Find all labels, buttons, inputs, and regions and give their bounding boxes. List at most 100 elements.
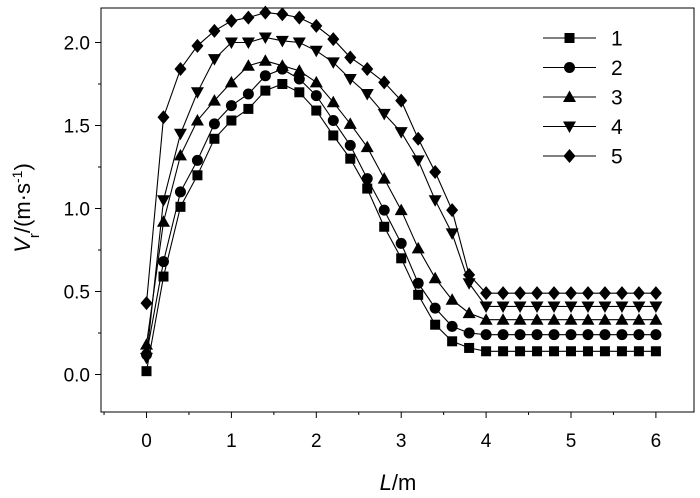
series-2-point: [599, 329, 611, 341]
legend-item-5: 5: [543, 146, 623, 169]
series-4-point: [140, 352, 153, 365]
series-5-point: [208, 23, 221, 38]
series-3-point: [190, 114, 204, 126]
series-1-point: [481, 346, 492, 357]
series-1-point: [141, 366, 152, 377]
legend-item-4: 4: [543, 116, 623, 139]
series-3-point: [292, 64, 306, 76]
series-4-point: [615, 301, 629, 313]
series-1-point: [582, 346, 593, 357]
series-4-point: [258, 32, 272, 45]
series-3-point: [207, 94, 221, 106]
y-tick-label: 0.5: [64, 283, 90, 304]
series-4-point: [309, 45, 323, 58]
series-4-point: [190, 87, 204, 99]
series-3-point: [258, 54, 272, 66]
series-layer: [140, 5, 663, 377]
series-4-point: [581, 301, 595, 313]
series-2-point: [548, 329, 560, 341]
series-1-line: [145, 83, 656, 372]
series-5-point: [548, 286, 561, 301]
series-1-point: [599, 346, 610, 357]
series-2-point: [633, 329, 645, 341]
series-1-point: [650, 346, 661, 357]
series-5-point: [581, 286, 594, 301]
series-4-point: [173, 128, 187, 141]
series-2-point: [429, 302, 441, 314]
series-3-point: [394, 203, 408, 216]
legend-label: 1: [611, 28, 623, 51]
series-4-point: [156, 195, 170, 207]
series-3-point: [615, 313, 629, 325]
y-axis-title: Vr/(m·s-1): [9, 163, 43, 253]
series-1-point: [464, 342, 475, 353]
series-5-point: [615, 286, 628, 301]
series-1-point: [226, 115, 237, 126]
series-2-point: [565, 329, 577, 341]
series-3-point: [224, 75, 238, 88]
series-3-point: [530, 313, 544, 325]
legend-marker: [563, 90, 576, 102]
series-5-point: [649, 286, 662, 301]
series-4-point: [547, 301, 561, 313]
series-4-point: [445, 228, 459, 240]
series-4-point: [649, 301, 663, 313]
y-axis-unit-pre: /(m·s: [10, 183, 35, 233]
x-axis: 0 1 2 3 4 5 6: [103, 412, 661, 452]
series-2-point: [327, 115, 339, 127]
series-5-point: [378, 75, 391, 90]
series-3-point: [649, 313, 663, 325]
series-3-point: [513, 313, 527, 325]
series-1-point: [209, 133, 220, 144]
series-4-point: [411, 155, 425, 167]
series-5-point: [412, 131, 425, 146]
series-4-point: [360, 88, 374, 101]
series-3: [140, 54, 663, 350]
series-1-point: [379, 221, 390, 232]
series-3-point: [581, 313, 595, 325]
legend-label: 3: [611, 87, 623, 110]
series-4-point: [564, 301, 578, 313]
series-1-point: [328, 130, 339, 141]
series-3-point: [241, 59, 255, 71]
series-1-point: [260, 85, 271, 96]
series-1-point: [311, 105, 322, 116]
series-1-point: [515, 346, 526, 357]
series-5-point: [293, 10, 306, 25]
series-1-point: [498, 346, 509, 357]
series-1-point: [175, 201, 186, 212]
series-3-point: [140, 338, 153, 350]
series-2-point: [191, 154, 203, 166]
series-4-point: [530, 301, 544, 313]
series-3-point: [326, 95, 340, 108]
y-axis-unit-post: ): [10, 163, 35, 170]
y-tick-label: 0.0: [64, 366, 90, 387]
plot-frame: [100, 7, 695, 413]
legend-marker: [564, 62, 575, 73]
x-tick-label: 3: [396, 431, 407, 452]
series-2-point: [531, 329, 543, 341]
series-5-point: [310, 18, 323, 33]
series-5-point: [327, 32, 340, 47]
legend-marker: [563, 121, 576, 133]
series-5-point: [480, 286, 493, 301]
series-4-point: [513, 301, 527, 313]
series-2-point: [242, 88, 254, 100]
series-2-point: [395, 237, 407, 249]
series-2-point: [361, 173, 373, 185]
series-2-point: [514, 329, 526, 341]
series-4-point: [241, 37, 255, 49]
series-5-point: [497, 286, 510, 301]
series-1-point: [532, 346, 543, 357]
series-5-point: [140, 296, 153, 311]
series-2-point: [378, 204, 390, 216]
series-5-point: [242, 10, 255, 25]
series-3-point: [173, 148, 187, 161]
series-2-point: [259, 70, 271, 82]
series-1-point: [549, 346, 560, 357]
series-1-point: [192, 170, 203, 181]
series-5-point: [361, 62, 374, 77]
legend-item-3: 3: [543, 87, 623, 110]
y-axis-var: V: [10, 236, 35, 253]
series-4: [140, 32, 663, 365]
